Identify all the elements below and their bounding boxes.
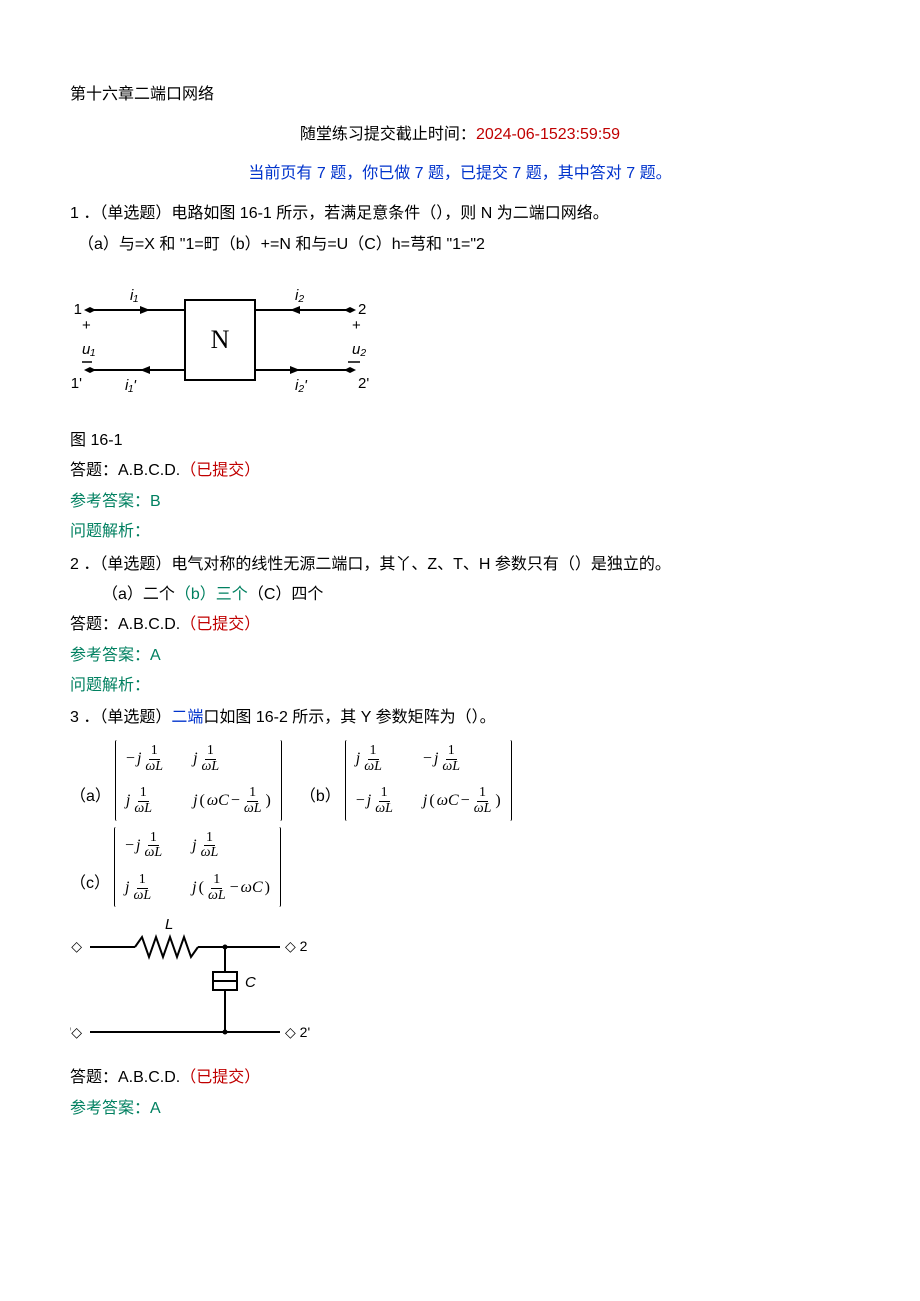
svg-text:1': 1' <box>71 375 82 392</box>
figure-16-1: N 1 i₁ 2 i₂ 1' i₁' 2' i₂' + u₁ + <box>70 270 850 420</box>
q3-answer-line: 答题：A.B.C.D.（已提交） <box>70 1063 850 1093</box>
q2-opt-a: （a）二个 <box>102 586 175 603</box>
q2-ref-label: 参考答案： <box>70 647 150 664</box>
svg-text:L: L <box>165 917 173 933</box>
q2-ref-value: A <box>150 647 161 664</box>
deadline-prefix: 随堂练习提交截止时间： <box>300 126 476 143</box>
svg-text:u₁: u₁ <box>82 341 95 358</box>
deadline-value: 2024-06-1523:59:59 <box>476 126 620 143</box>
q1-answer-prefix: 答题：A.B.C.D. <box>70 462 180 479</box>
question-3: 3 ．（单选题）二端口如图 16-2 所示，其 Y 参数矩阵为（）。 （a） −… <box>70 703 850 1124</box>
svg-text:u₂: u₂ <box>352 341 366 358</box>
q2-stem: 2 ．（单选题）电气对称的线性无源二端口，其丫、Z、T、H 参数只有（）是独立的… <box>70 550 850 580</box>
progress-line: 当前页有 7 题，你已做 7 题，已提交 7 题，其中答对 7 题。 <box>70 159 850 189</box>
svg-text:◇ 2': ◇ 2' <box>285 1024 310 1040</box>
svg-text:i₂': i₂' <box>295 377 308 394</box>
q3-ref-value: A <box>150 1100 161 1117</box>
q3-matrix-b: （b） j1ωL − j1ωL − j1ωL j(ωC − 1ωL) <box>300 740 512 821</box>
q3-matrix-a: （a） − j1ωL j1ωL j1ωL j(ωC − 1ωL) <box>70 740 282 821</box>
svg-text:C: C <box>245 974 256 991</box>
chapter-title: 第十六章二端口网络 <box>70 80 850 110</box>
q1-answer-line: 答题：A.B.C.D.（已提交） <box>70 456 850 486</box>
figure-16-1-caption: 图 16-1 <box>70 426 850 456</box>
q3-matrix-row-1: （a） − j1ωL j1ωL j1ωL j(ωC − 1ωL) （b） j1ω… <box>70 740 850 821</box>
q3-stem-prefix: 3 ．（单选题） <box>70 709 171 726</box>
q1-ref-label: 参考答案： <box>70 493 150 510</box>
svg-text:i₁: i₁ <box>130 287 138 304</box>
q1-ref-value: B <box>150 493 161 510</box>
figure-16-2: L C 1 ◇ ◇ 2 1'◇ ◇ 2' <box>70 917 850 1057</box>
svg-text:i₁': i₁' <box>125 377 137 394</box>
q3-stem-blue: 二端 <box>171 709 203 726</box>
q3-reference: 参考答案：A <box>70 1094 850 1124</box>
svg-text:+: + <box>352 317 361 334</box>
q3-stem-suffix: 口如图 16-2 所示，其 Y 参数矩阵为（）。 <box>203 709 495 726</box>
svg-text:◇ 2: ◇ 2 <box>285 938 308 954</box>
svg-text:i₂: i₂ <box>295 287 304 304</box>
q1-explanation: 问题解析： <box>70 517 850 547</box>
q3-matrix-b-label: （b） <box>300 782 341 812</box>
svg-text:1'◇: 1'◇ <box>70 1024 82 1040</box>
q2-answer-prefix: 答题：A.B.C.D. <box>70 616 180 633</box>
svg-text:+: + <box>82 317 91 334</box>
q3-stem: 3 ．（单选题）二端口如图 16-2 所示，其 Y 参数矩阵为（）。 <box>70 703 850 733</box>
q2-explanation: 问题解析： <box>70 671 850 701</box>
question-2: 2 ．（单选题）电气对称的线性无源二端口，其丫、Z、T、H 参数只有（）是独立的… <box>70 550 850 702</box>
q1-options: （a）与=X 和 "1=町（b）+=N 和与=U（C）h=芎和 "1="2 <box>78 230 850 260</box>
q3-matrix-a-label: （a） <box>70 782 111 812</box>
q3-matrix-c-label: （c） <box>70 869 110 899</box>
q3-answer-prefix: 答题：A.B.C.D. <box>70 1069 180 1086</box>
q2-answer-line: 答题：A.B.C.D.（已提交） <box>70 610 850 640</box>
q1-reference: 参考答案：B <box>70 487 850 517</box>
q2-options: （a）二个（b）三个（C）四个 <box>102 580 850 610</box>
q2-reference: 参考答案：A <box>70 641 850 671</box>
svg-text:1: 1 <box>74 301 82 318</box>
q1-stem: 1 ．（单选题）电路如图 16-1 所示，若满足意条件（），则 N 为二端口网络… <box>70 199 850 229</box>
q1-answer-status: （已提交） <box>180 462 260 479</box>
q2-answer-status: （已提交） <box>180 616 260 633</box>
q3-answer-status: （已提交） <box>180 1069 260 1086</box>
q3-matrix-c: （c） − j1ωL j1ωL j1ωL j(1ωL − ωC) <box>70 827 281 908</box>
svg-text:1 ◇: 1 ◇ <box>70 938 82 954</box>
q3-ref-label: 参考答案： <box>70 1100 150 1117</box>
svg-text:2: 2 <box>358 301 366 318</box>
svg-text:N: N <box>211 325 230 354</box>
q3-matrix-row-2: （c） − j1ωL j1ωL j1ωL j(1ωL − ωC) <box>70 827 850 908</box>
q2-opt-b: （b）三个 <box>175 586 248 603</box>
deadline-line: 随堂练习提交截止时间：2024-06-1523:59:59 <box>70 120 850 150</box>
question-1: 1 ．（单选题）电路如图 16-1 所示，若满足意条件（），则 N 为二端口网络… <box>70 199 850 547</box>
q2-opt-c: （C）四个 <box>248 586 324 603</box>
svg-text:2': 2' <box>358 375 369 392</box>
